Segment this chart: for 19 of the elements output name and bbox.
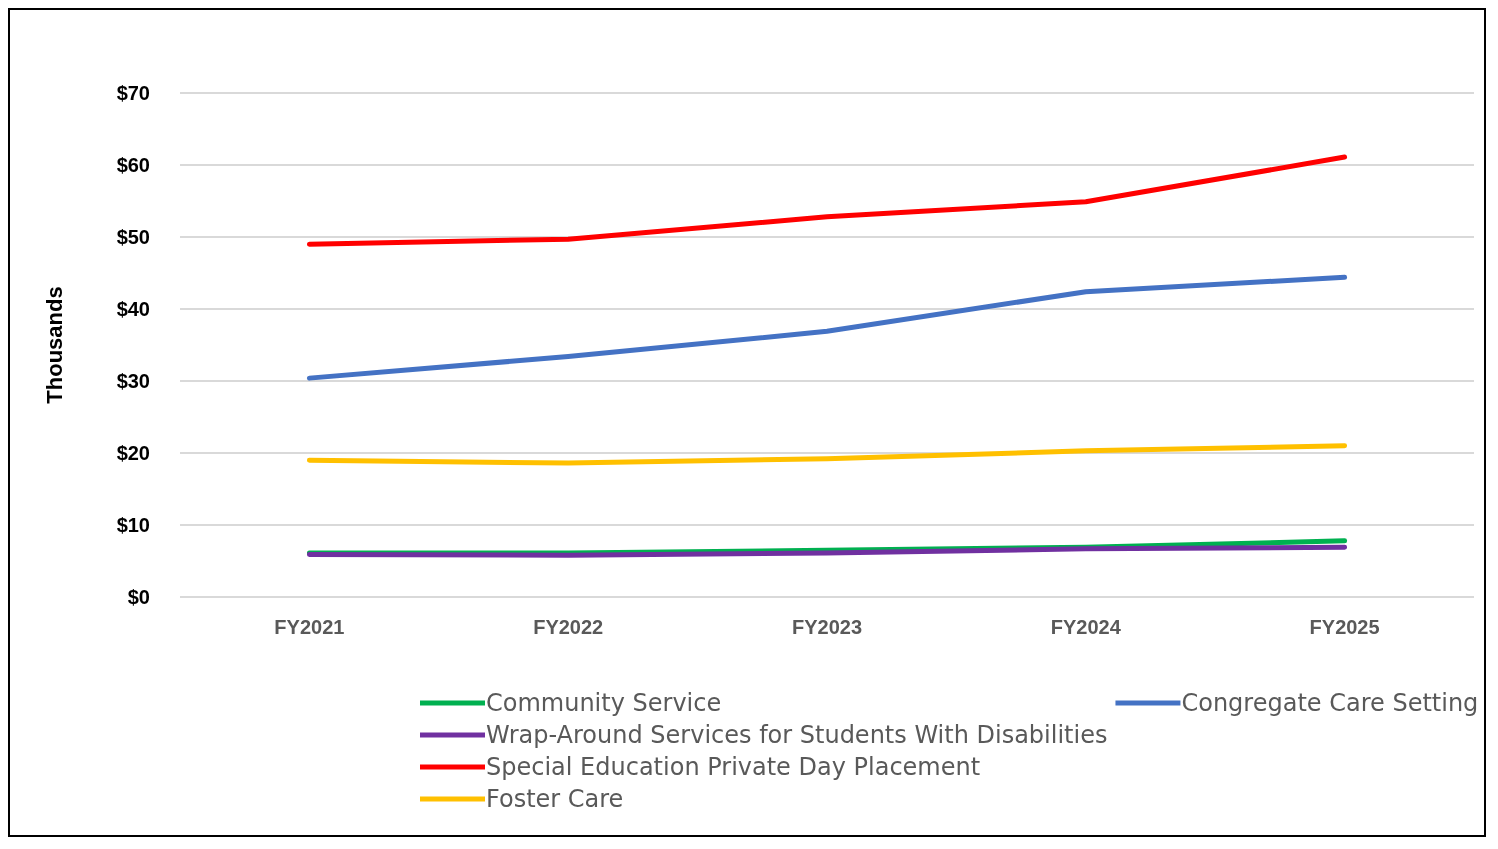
x-tick-label: FY2023 xyxy=(791,616,863,638)
legend-label: Congregate Care Setting xyxy=(1181,689,1479,717)
y-tick-label: $70 xyxy=(116,82,150,104)
y-tick-label: $40 xyxy=(116,298,150,320)
legend-label: Community Service xyxy=(486,689,722,717)
y-axis-title: Thousands xyxy=(41,286,67,404)
y-tick-label: $60 xyxy=(116,154,150,176)
y-tick-label: $20 xyxy=(116,442,150,464)
x-tick-label: FY2024 xyxy=(1050,616,1122,638)
y-tick-label: $50 xyxy=(116,226,150,248)
x-tick-label: FY2025 xyxy=(1309,616,1380,638)
legend-label: Foster Care xyxy=(486,785,624,813)
y-tick-label: $10 xyxy=(116,514,150,536)
legend-label: Wrap-Around Services for Students With Disabilities xyxy=(486,721,1108,749)
legend-label: Special Education Private Day Placement xyxy=(486,753,981,781)
x-tick-label: FY2021 xyxy=(274,616,345,638)
y-tick-label: $30 xyxy=(116,370,150,392)
y-tick-label: $0 xyxy=(127,586,150,608)
x-tick-label: FY2022 xyxy=(533,616,604,638)
